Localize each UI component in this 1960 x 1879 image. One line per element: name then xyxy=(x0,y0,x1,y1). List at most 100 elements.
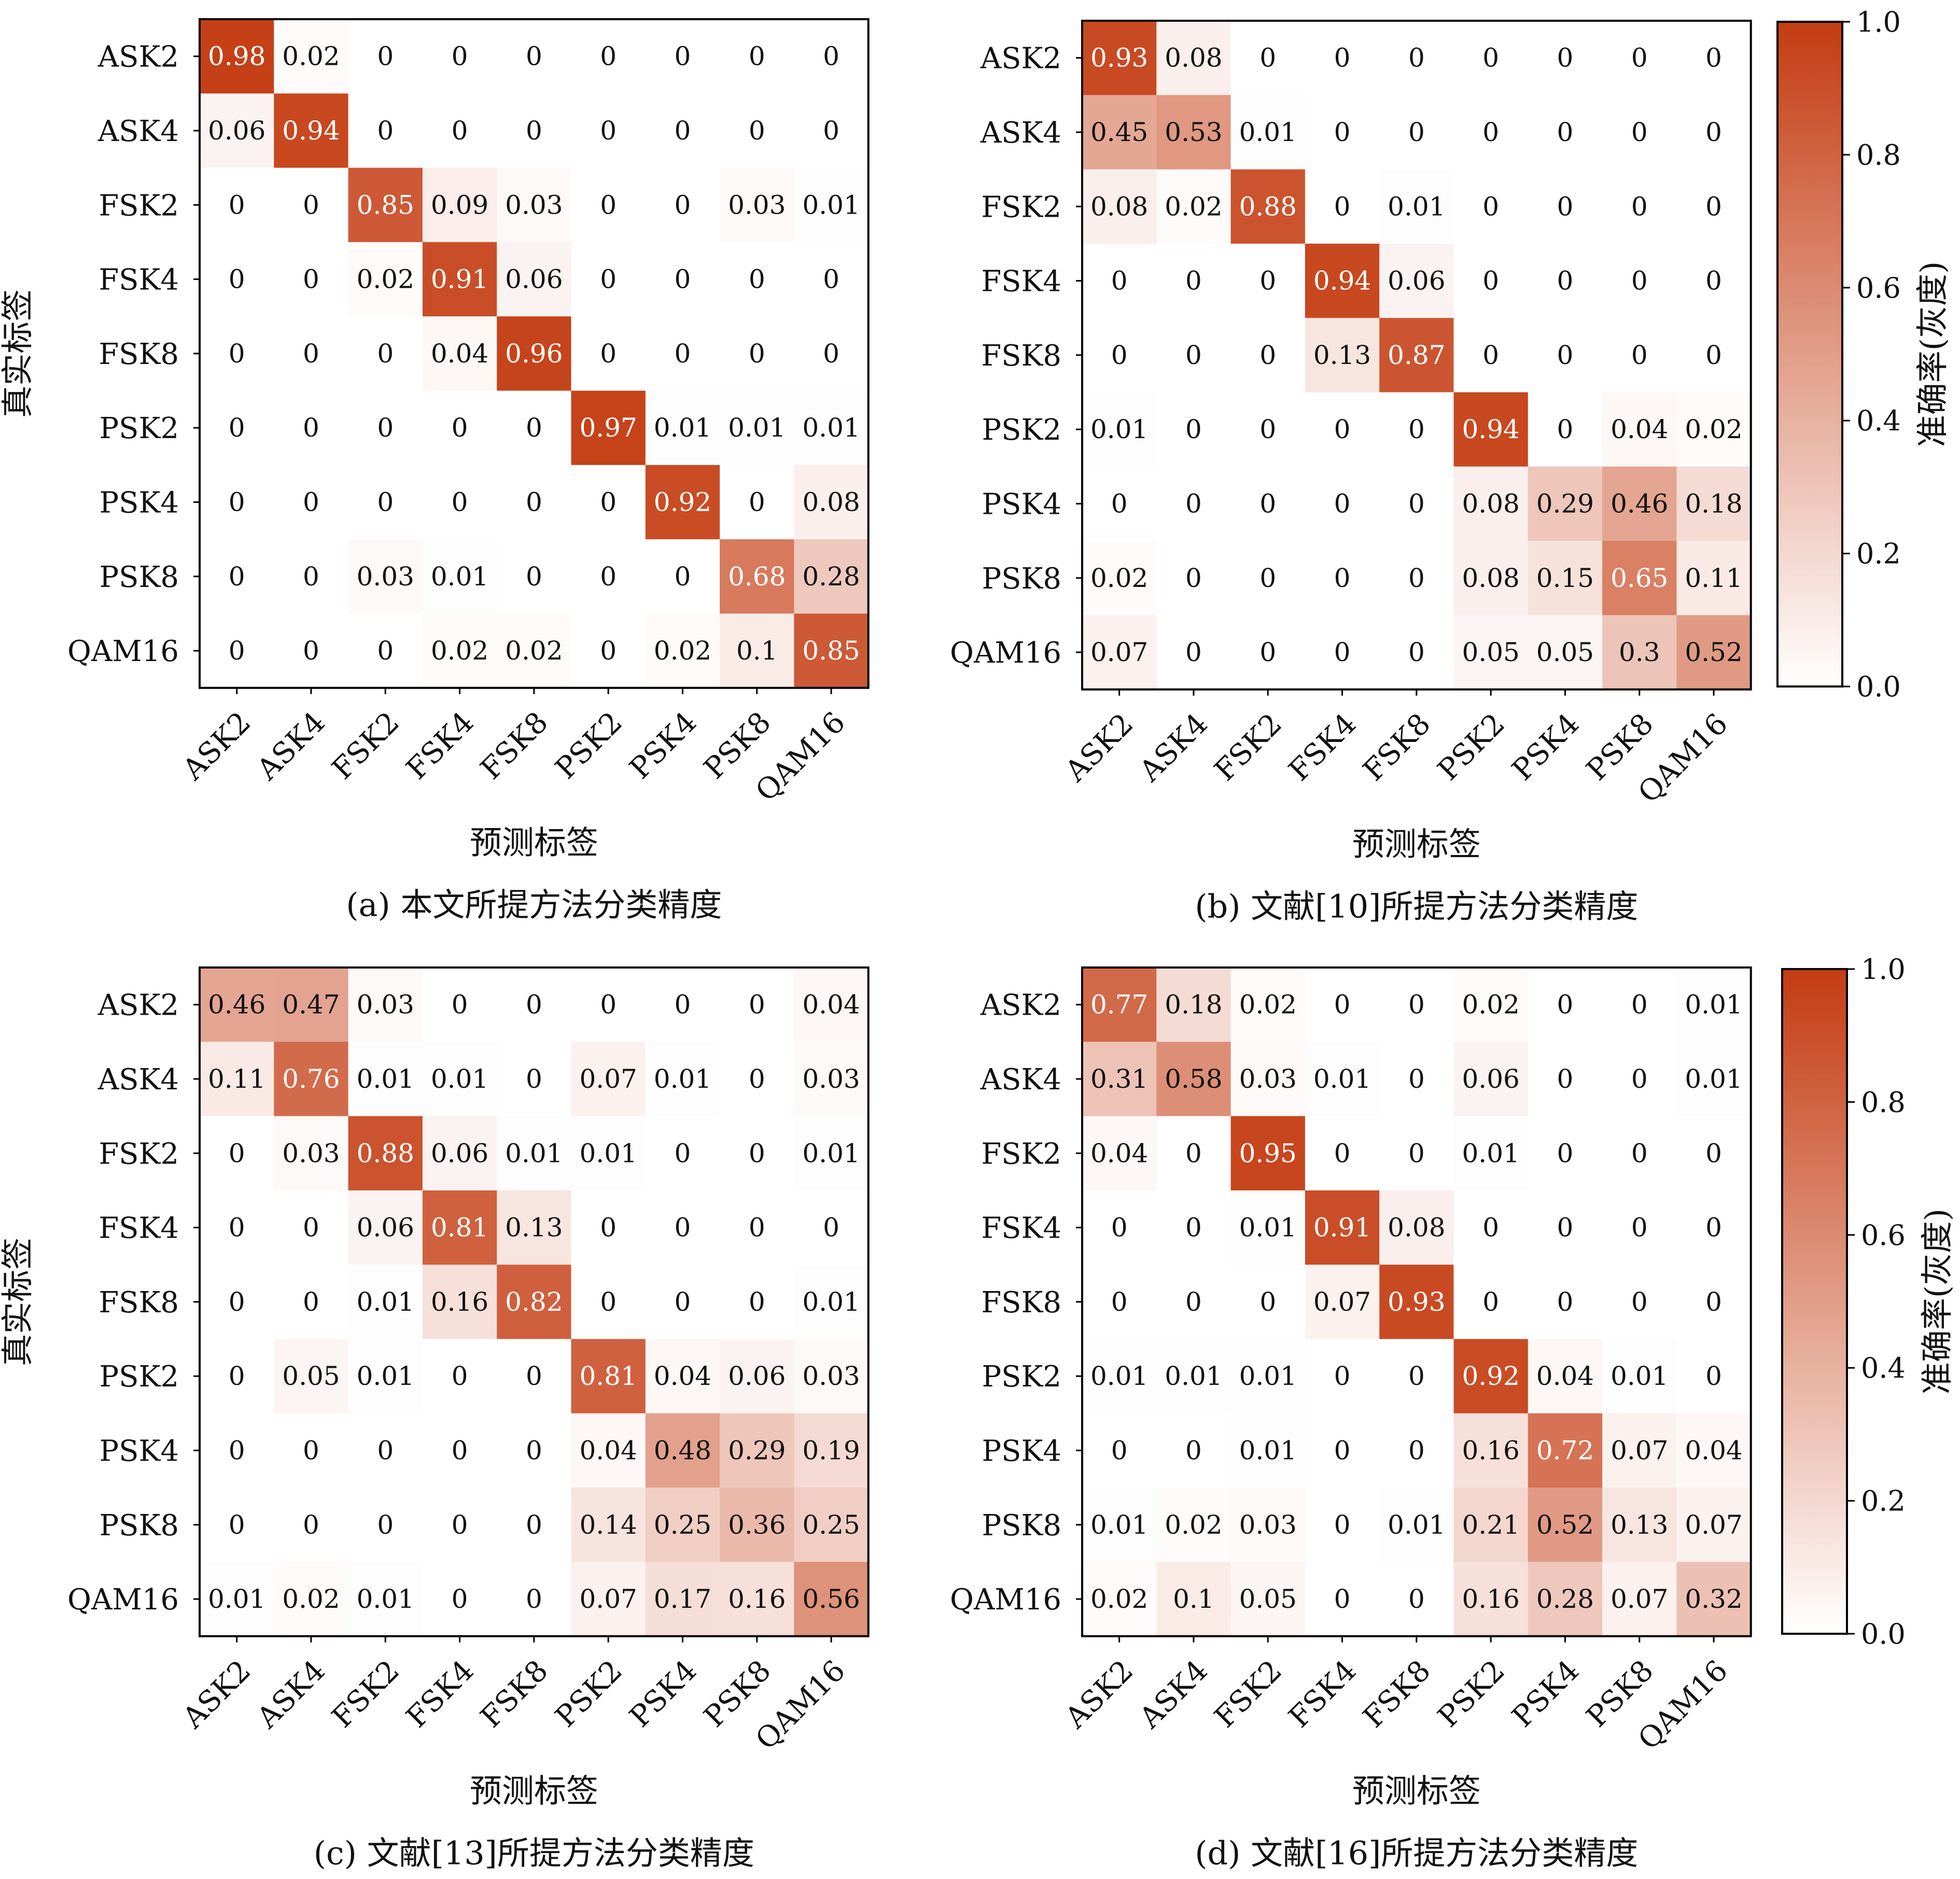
cell-value-label: 0.01 xyxy=(1239,1361,1297,1391)
cell-value-label: 0 xyxy=(1185,266,1202,296)
cell-value-label: 0.28 xyxy=(1536,1584,1594,1614)
y-tick-label: ASK4 xyxy=(980,1063,1061,1097)
cell-value-label: 0.3 xyxy=(1619,637,1660,667)
heatmap-cell xyxy=(794,1116,869,1191)
heatmap-cell xyxy=(422,1488,497,1562)
cell-value-label: 0 xyxy=(1631,1138,1648,1168)
heatmap-cell xyxy=(571,1190,646,1265)
heatmap-cell xyxy=(1379,466,1454,541)
colorbar: 0.0 0.2 0.4 0.6 0.8 1.0 准确率(灰度) xyxy=(1781,953,1956,1650)
heatmap-cell xyxy=(497,1488,572,1562)
cell-value-label: 0.36 xyxy=(728,1510,786,1540)
cell-value-label: 0.01 xyxy=(357,1361,414,1391)
cell-value-label: 0.76 xyxy=(282,1064,340,1094)
heatmap-cell xyxy=(274,1413,349,1488)
cell-value-label: 0.02 xyxy=(1090,563,1148,593)
cell-value-label: 0.94 xyxy=(1462,414,1519,444)
y-tick-label: PSK8 xyxy=(982,562,1061,596)
heatmap-cell xyxy=(497,539,572,614)
heatmap-cell xyxy=(422,539,497,614)
cell-value-label: 0 xyxy=(377,41,394,72)
cell-value-label: 0 xyxy=(452,413,468,443)
cell-value-label: 0 xyxy=(452,116,468,146)
heatmap-cell xyxy=(1156,243,1231,318)
heatmap-cell xyxy=(1453,1190,1529,1265)
cell-value-label: 0.01 xyxy=(505,1138,563,1168)
cell-value-label: 0.02 xyxy=(1685,414,1742,444)
heatmap-cell xyxy=(200,1265,274,1340)
cell-value-label: 0 xyxy=(1259,414,1276,444)
cell-value-label: 0 xyxy=(1631,43,1648,73)
cell-value-label: 0 xyxy=(675,1213,691,1243)
cell-value-label: 0.01 xyxy=(1165,1361,1222,1391)
heatmap-cell xyxy=(1379,1265,1454,1340)
heatmap-cell xyxy=(1453,243,1529,318)
cell-value-label: 0 xyxy=(229,264,245,295)
heatmap-cell xyxy=(497,167,572,243)
heatmap-cell xyxy=(794,967,869,1042)
heatmap-cell xyxy=(1156,1339,1231,1414)
cell-value-label: 0 xyxy=(1111,266,1128,296)
heatmap-cell xyxy=(1676,318,1752,393)
heatmap-cell xyxy=(720,465,794,540)
heatmap-cell xyxy=(1528,169,1603,244)
cell-value-label: 0.16 xyxy=(728,1584,786,1614)
cell-value-label: 0.01 xyxy=(654,413,711,443)
heatmap-cell xyxy=(1305,1042,1380,1117)
heatmap-cell xyxy=(200,390,274,466)
cell-value-label: 0 xyxy=(600,41,617,72)
cell-value-label: 0 xyxy=(600,264,617,295)
cell-value-label: 0.81 xyxy=(431,1213,488,1243)
x-tick-label: FSK8 xyxy=(1356,1654,1437,1734)
heatmap-cell xyxy=(645,1116,720,1191)
heatmap-cell xyxy=(720,539,794,614)
cell-value-label: 0 xyxy=(303,264,319,295)
cell-value-label: 0.91 xyxy=(1313,1213,1371,1243)
x-tick-label: FSK2 xyxy=(1208,707,1289,788)
cell-value-label: 0.15 xyxy=(1536,563,1594,593)
y-tick-label: QAM16 xyxy=(67,1583,179,1617)
heatmap-cell xyxy=(497,967,572,1042)
cell-value-label: 0.14 xyxy=(579,1510,637,1540)
cell-value-label: 0.03 xyxy=(357,562,414,592)
cell-value-label: 0 xyxy=(526,487,542,517)
heatmap-cell xyxy=(348,465,423,540)
y-tick-label: FSK8 xyxy=(99,1286,179,1320)
cell-value-label: 0 xyxy=(452,41,468,72)
heatmap-cell xyxy=(1082,1339,1157,1414)
y-tick-label: QAM16 xyxy=(950,636,1061,670)
heatmap-cell xyxy=(1305,21,1380,95)
heatmap-cell xyxy=(200,316,274,391)
colorbar-tick-label: 0.6 xyxy=(1856,272,1901,304)
heatmap-cell xyxy=(274,1488,349,1562)
x-tick-label: PSK4 xyxy=(1506,1654,1586,1734)
cell-value-label: 0.01 xyxy=(1388,1510,1445,1540)
heatmap-cell xyxy=(1230,1042,1306,1117)
heatmap-cell xyxy=(1305,541,1380,615)
y-tick-label: PSK2 xyxy=(982,413,1061,447)
heatmap-cell xyxy=(200,967,274,1042)
heatmap-cell xyxy=(1305,615,1380,690)
cell-value-label: 0 xyxy=(1408,1138,1425,1168)
cell-value-label: 0 xyxy=(1111,1287,1128,1317)
cell-value-label: 0 xyxy=(1408,990,1425,1020)
heatmap-cell xyxy=(274,1190,349,1265)
cell-value-label: 0.05 xyxy=(1536,637,1594,667)
heatmap-cell xyxy=(1082,1265,1157,1340)
cell-value-label: 0.96 xyxy=(505,339,563,369)
y-tick-label: FSK4 xyxy=(99,1212,179,1245)
heatmap-cell xyxy=(348,1488,423,1562)
y-tick-label: PSK8 xyxy=(99,1509,179,1543)
heatmap-cell xyxy=(1379,1190,1454,1265)
cell-value-label: 0.02 xyxy=(1090,1584,1148,1614)
heatmap-cell xyxy=(1230,466,1306,541)
heatmap-cell xyxy=(1082,169,1157,244)
heatmap-cell xyxy=(422,1265,497,1340)
cell-value-label: 0 xyxy=(303,413,319,443)
heatmap-cell xyxy=(1528,1116,1603,1191)
cell-value-label: 0 xyxy=(526,1435,542,1465)
heatmap-cell xyxy=(1082,1413,1157,1488)
cell-value-label: 0 xyxy=(823,41,839,72)
cell-value-label: 0 xyxy=(1185,340,1202,370)
cell-value-label: 0.19 xyxy=(802,1435,860,1465)
